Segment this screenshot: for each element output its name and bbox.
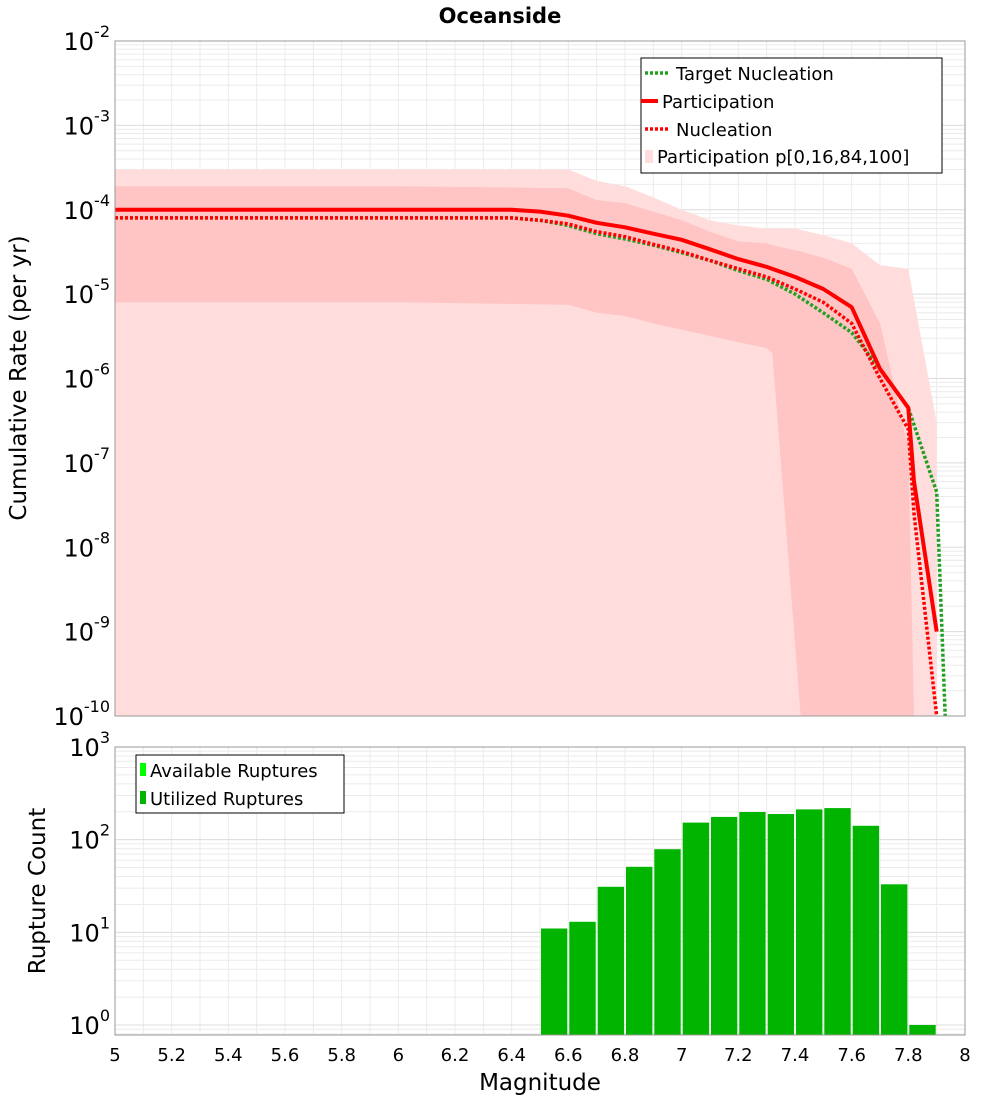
bar-utilized-ruptures (739, 812, 766, 1035)
x-tick-label: 6.4 (497, 1045, 526, 1066)
bar-utilized-ruptures (541, 928, 568, 1035)
bar-utilized-ruptures (796, 809, 823, 1035)
count-y-tick-label: 101 (69, 913, 110, 947)
count-legend: Available Ruptures Utilized Ruptures (135, 754, 345, 814)
x-tick-label: 6.8 (611, 1045, 640, 1066)
bar-utilized-ruptures (682, 822, 710, 1035)
rate-y-tick-label: 10-9 (64, 613, 111, 647)
legend-label-target-nucleation: Target Nucleation (675, 64, 834, 85)
rate-bands (115, 169, 937, 716)
legend-label-participation-band: Participation p[0,16,84,100] (657, 147, 909, 168)
legend-label-available-ruptures: Available Ruptures (150, 761, 318, 782)
rate-chart: 10-10 10-9 10-8 10-7 10-6 10-5 10-4 10-3 10-2 Cu… (6, 22, 966, 731)
rate-y-ticks: 10-10 10-9 10-8 10-7 10-6 10-5 10-4 10-3 10-2 (53, 22, 110, 731)
count-plot-frame (114, 746, 966, 1036)
count-y-tick-label: 103 (69, 728, 110, 762)
bar-utilized-ruptures (711, 816, 738, 1035)
rate-y-tick-label: 10-10 (53, 697, 110, 731)
x-tick-label: 6.6 (554, 1045, 583, 1066)
rate-y-tick-label: 10-4 (64, 191, 111, 225)
x-tick-label: 6 (393, 1045, 404, 1066)
rate-y-axis-label: Cumulative Rate (per yr) (6, 235, 32, 520)
bar-utilized-ruptures (767, 814, 794, 1035)
count-legend-box (135, 754, 345, 814)
bar-utilized-ruptures (824, 808, 851, 1035)
bar-utilized-ruptures (626, 866, 653, 1035)
count-x-ticks: 5 5.2 5.4 5.6 5.8 6 6.2 6.4 6.6 6.8 7 7.2 7.4 7.6 7.8 8 (109, 1045, 970, 1066)
count-y-tick-label: 100 (69, 1006, 110, 1040)
x-tick-label: 8 (959, 1045, 970, 1066)
bar-utilized-ruptures (597, 886, 625, 1035)
x-tick-label: 5.4 (214, 1045, 243, 1066)
x-tick-label: 7.4 (781, 1045, 810, 1066)
x-tick-label: 5 (109, 1045, 120, 1066)
legend-label-participation: Participation (662, 92, 774, 113)
legend-swatch-participation-band (645, 150, 653, 163)
legend-label-utilized-ruptures: Utilized Ruptures (150, 789, 303, 810)
x-tick-label: 7.2 (724, 1045, 753, 1066)
rate-y-tick-label: 10-2 (64, 22, 111, 56)
count-bars (541, 808, 936, 1035)
series-line-participation (115, 207, 939, 632)
legend-swatch-available-ruptures (140, 763, 146, 776)
chart-title: Oceanside (439, 4, 562, 28)
rate-legend: Target Nucleation Participation Nucleati… (640, 57, 943, 174)
count-y-tick-label: 102 (69, 821, 110, 855)
x-tick-label: 5.8 (327, 1045, 356, 1066)
legend-label-nucleation: Nucleation (676, 120, 772, 141)
count-y-axis-label: Rupture Count (25, 808, 51, 974)
bar-utilized-ruptures (909, 1025, 936, 1035)
rate-y-tick-label: 10-8 (64, 528, 111, 562)
rupture-count-chart: 100 101 102 103 5 5.2 5.4 5.6 5.8 6 6.2 6.4 6.6 6.8 7… (25, 728, 971, 1096)
rate-y-tick-label: 10-7 (64, 444, 111, 478)
x-tick-label: 7 (676, 1045, 687, 1066)
x-tick-label: 5.2 (157, 1045, 186, 1066)
x-tick-label: 7.6 (837, 1045, 866, 1066)
legend-swatch-utilized-ruptures (140, 791, 146, 804)
rate-y-tick-label: 10-3 (64, 106, 111, 140)
x-tick-label: 5.6 (271, 1045, 300, 1066)
bar-utilized-ruptures (852, 825, 880, 1035)
bar-utilized-ruptures (654, 849, 681, 1035)
rate-y-tick-label: 10-5 (64, 275, 111, 309)
bar-utilized-ruptures (569, 921, 596, 1035)
rate-legend-box (640, 57, 943, 174)
rate-series (115, 207, 947, 717)
participation-band-1 (115, 186, 914, 716)
rate-y-tick-label: 10-6 (64, 360, 111, 394)
x-tick-label: 6.2 (441, 1045, 470, 1066)
rate-plot-frame (114, 40, 966, 717)
bar-utilized-ruptures (881, 884, 908, 1035)
count-y-ticks: 100 101 102 103 (69, 728, 110, 1040)
count-x-axis-label: Magnitude (479, 1070, 601, 1096)
x-tick-label: 7.8 (894, 1045, 923, 1066)
